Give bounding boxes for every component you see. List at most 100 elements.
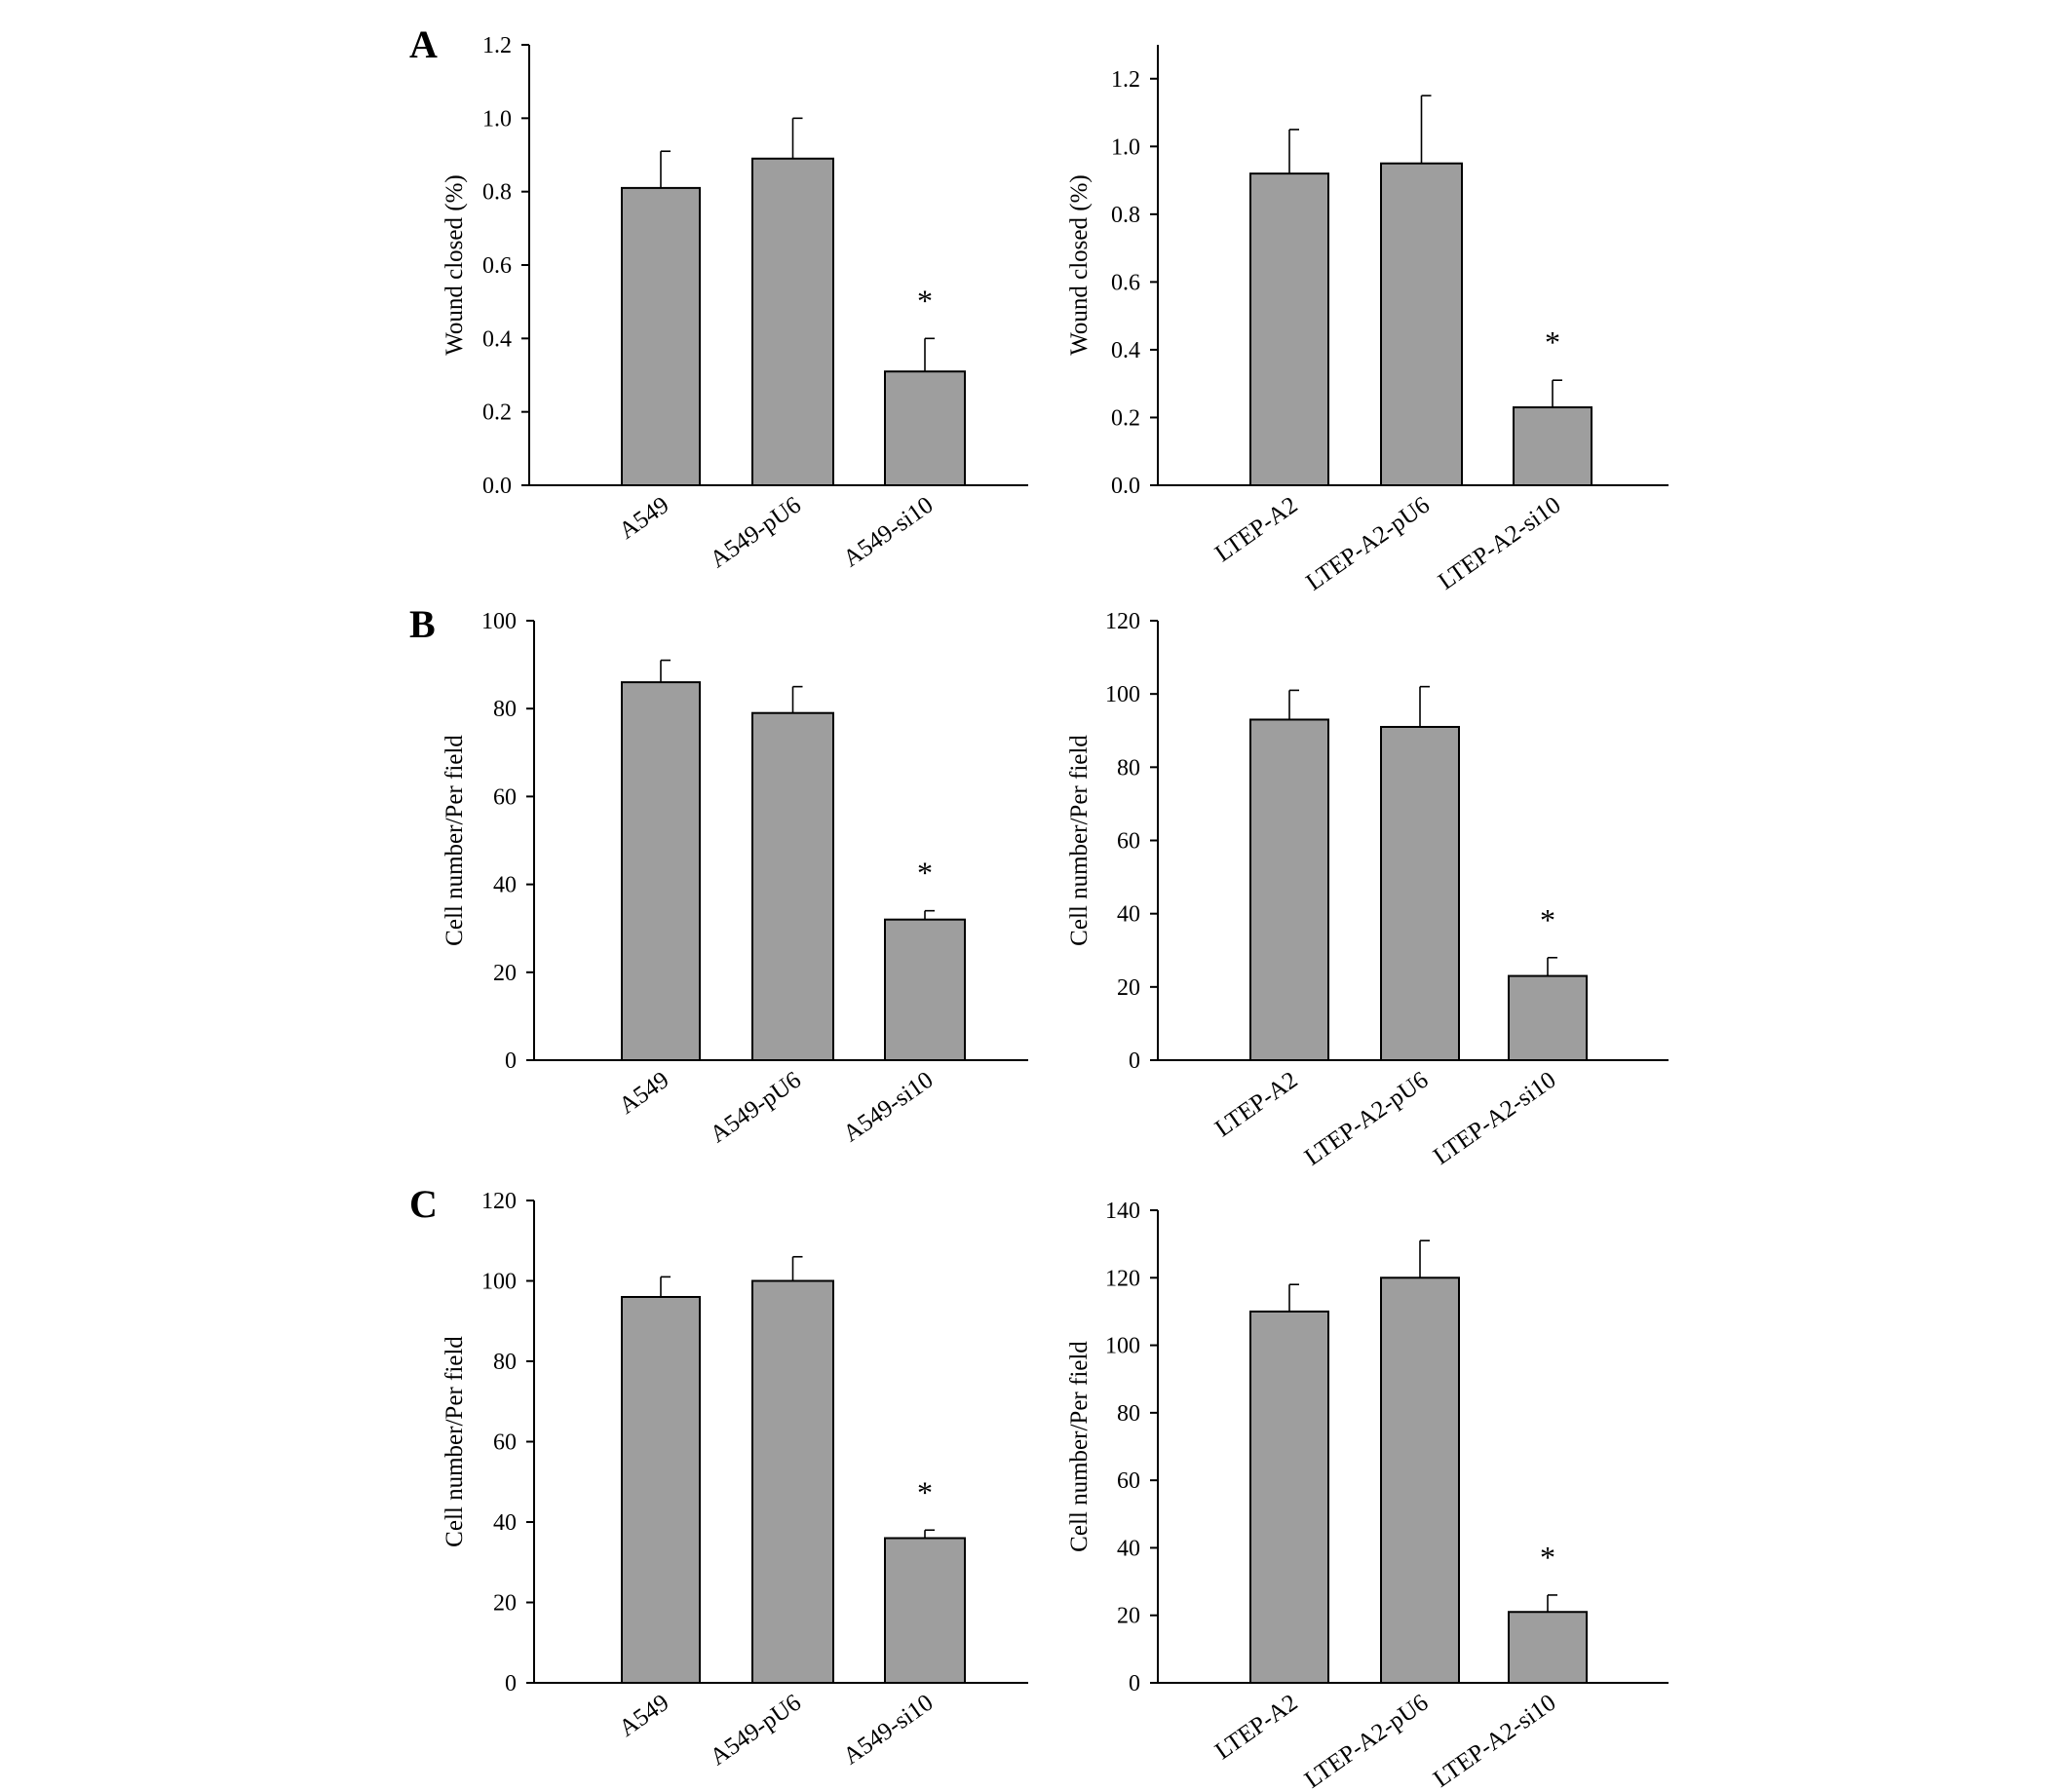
y-tick-label: 0.8 xyxy=(1111,203,1140,228)
y-tick-label: 80 xyxy=(1117,755,1140,781)
bar xyxy=(621,186,701,486)
y-tick-label: 40 xyxy=(1117,1536,1140,1561)
x-category-label: LTEP-A2-si10 xyxy=(1434,492,1565,595)
y-tick-label: 80 xyxy=(493,697,517,722)
y-tick-label: 120 xyxy=(481,1189,517,1214)
chart-5: 0 20 40 60 80 100 120 Cell number/Per field A549… xyxy=(441,1189,1028,1771)
y-tick-label: 20 xyxy=(493,961,517,986)
x-category-label: LTEP-A2-si10 xyxy=(1429,1690,1560,1791)
y-tick-label: 100 xyxy=(481,1270,517,1295)
y-tick-label: 20 xyxy=(493,1591,517,1617)
bar xyxy=(1249,1310,1329,1685)
bar xyxy=(1249,172,1329,486)
y-tick-label: 100 xyxy=(481,609,517,634)
significance-star: * xyxy=(917,1474,933,1509)
y-tick-label: 20 xyxy=(1117,1604,1140,1629)
bar xyxy=(884,370,966,487)
x-category-label: LTEP-A2 xyxy=(1210,1690,1302,1765)
bar xyxy=(751,1279,834,1684)
x-category-label: A549-si10 xyxy=(838,492,938,573)
x-category-label: A549 xyxy=(614,1067,673,1120)
y-tick-label: 0.4 xyxy=(482,326,512,352)
significance-star: * xyxy=(1545,324,1560,360)
y-tick-label: 40 xyxy=(1117,902,1140,928)
y-tick-label: 1.0 xyxy=(1111,134,1140,160)
x-category-label: A549-si10 xyxy=(838,1067,938,1148)
x-category-label: LTEP-A2-pU6 xyxy=(1301,492,1434,596)
y-tick-label: 0 xyxy=(1129,1048,1140,1074)
y-axis-title: Cell number/Per field xyxy=(441,735,468,946)
y-tick-label: 0.2 xyxy=(482,400,512,426)
significance-star: * xyxy=(1540,902,1555,937)
panel-letter-c: C xyxy=(409,1182,438,1226)
x-category-label: LTEP-A2 xyxy=(1210,1067,1302,1142)
y-tick-label: 40 xyxy=(493,873,517,898)
y-tick-label: 80 xyxy=(1117,1401,1140,1427)
y-tick-label: 0 xyxy=(505,1048,517,1074)
panel-letter-a: A xyxy=(409,22,438,66)
x-category-label: A549-pU6 xyxy=(706,1067,806,1148)
bar xyxy=(621,681,701,1061)
y-tick-label: 1.2 xyxy=(1111,67,1140,93)
bar xyxy=(1508,1611,1588,1684)
y-tick-label: 0 xyxy=(1129,1671,1140,1696)
y-tick-label: 0.8 xyxy=(482,180,512,206)
bar xyxy=(751,711,834,1062)
bar xyxy=(1249,718,1329,1061)
bar xyxy=(1380,725,1460,1061)
x-category-label: LTEP-A2 xyxy=(1210,492,1302,567)
bar xyxy=(884,918,966,1061)
significance-star: * xyxy=(1540,1540,1555,1575)
y-axis-title: Wound closed (%) xyxy=(441,174,468,355)
chart-2: 0.0 0.2 0.4 0.6 0.8 1.0 1.2 Wound closed (%) LTE… xyxy=(1066,45,1669,596)
y-tick-label: 1.0 xyxy=(482,106,512,132)
y-tick-label: 100 xyxy=(1105,1334,1140,1359)
bar xyxy=(621,1296,701,1684)
panel-letter-b: B xyxy=(409,602,436,646)
y-tick-label: 80 xyxy=(493,1350,517,1375)
bar xyxy=(884,1537,966,1684)
y-tick-label: 120 xyxy=(1105,1266,1140,1291)
chart-1: 0.0 0.2 0.4 0.6 0.8 1.0 1.2 Wound closed (%) A54… xyxy=(441,33,1028,573)
y-tick-label: 60 xyxy=(1117,829,1140,855)
x-category-label: A549-si10 xyxy=(838,1690,938,1771)
y-tick-label: 60 xyxy=(1117,1468,1140,1494)
chart-6: 0 20 40 60 80 100 120 140 Cell number/Per field L… xyxy=(1066,1199,1669,1791)
y-tick-label: 140 xyxy=(1105,1199,1140,1224)
y-tick-label: 20 xyxy=(1117,975,1140,1001)
y-tick-label: 0.6 xyxy=(1111,270,1140,295)
y-tick-label: 0.4 xyxy=(1111,338,1140,363)
y-tick-label: 0 xyxy=(505,1671,517,1696)
y-tick-label: 1.2 xyxy=(482,33,512,58)
y-tick-label: 0.0 xyxy=(482,474,512,499)
x-category-label: LTEP-A2-pU6 xyxy=(1300,1067,1433,1171)
bar xyxy=(1380,162,1463,486)
x-category-label: A549-pU6 xyxy=(706,1690,806,1771)
y-axis-title: Cell number/Per field xyxy=(1066,1341,1093,1552)
significance-star: * xyxy=(917,856,933,891)
y-axis-title: Cell number/Per field xyxy=(441,1336,468,1547)
y-tick-label: 0.2 xyxy=(1111,405,1140,431)
bar xyxy=(1380,1277,1460,1685)
x-category-label: A549 xyxy=(614,492,673,545)
bar xyxy=(1513,406,1592,486)
y-tick-label: 40 xyxy=(493,1510,517,1536)
significance-star: * xyxy=(917,283,933,318)
y-tick-label: 120 xyxy=(1105,609,1140,634)
y-tick-label: 60 xyxy=(493,784,517,810)
chart-4: 0 20 40 60 80 100 120 Cell number/Per field LTEP… xyxy=(1066,609,1669,1171)
y-axis-title: Cell number/Per field xyxy=(1066,735,1093,946)
x-category-label: A549 xyxy=(614,1690,673,1742)
x-category-label: LTEP-A2-si10 xyxy=(1429,1067,1560,1170)
charts-container: 0.0 0.2 0.4 0.6 0.8 1.0 1.2 Wound closed (%) A54… xyxy=(441,33,1669,1791)
bar xyxy=(751,157,834,486)
y-tick-label: 60 xyxy=(493,1430,517,1456)
y-tick-label: 100 xyxy=(1105,682,1140,707)
y-axis-title: Wound closed (%) xyxy=(1066,174,1093,355)
y-tick-label: 0.6 xyxy=(482,253,512,279)
chart-3: 0 20 40 60 80 100 Cell number/Per field A549 A54… xyxy=(441,609,1028,1148)
bar xyxy=(1508,974,1588,1062)
x-category-label: LTEP-A2-pU6 xyxy=(1300,1690,1433,1791)
x-category-label: A549-pU6 xyxy=(706,492,806,573)
